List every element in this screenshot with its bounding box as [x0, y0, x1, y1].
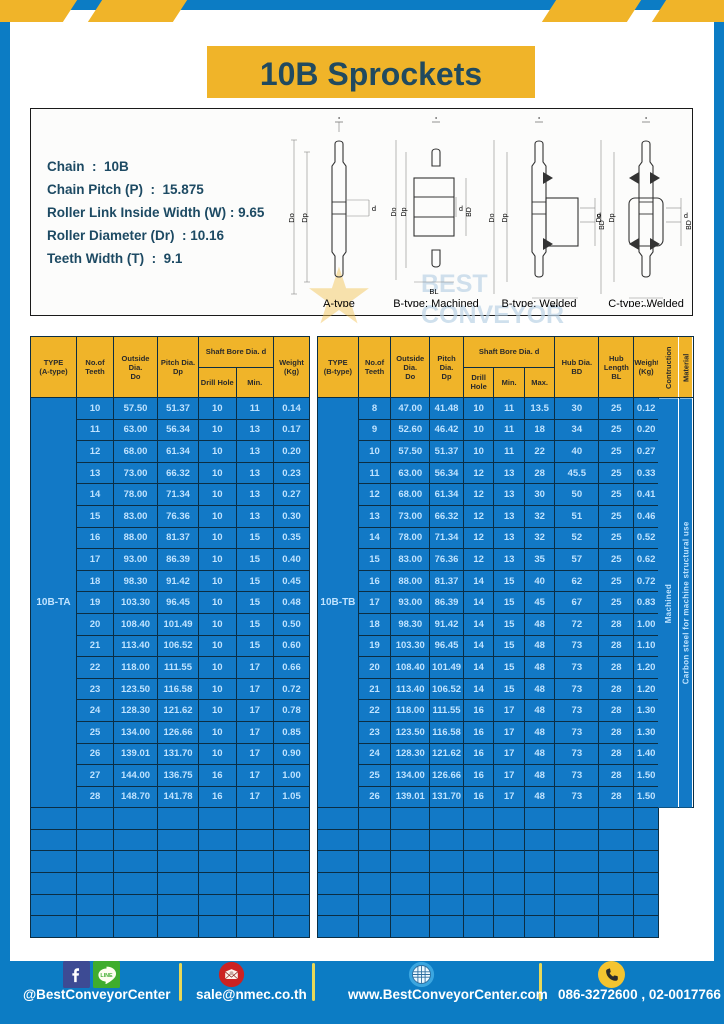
svg-text:Dp: Dp	[401, 207, 408, 216]
svg-text:T: T	[337, 117, 342, 121]
svg-text:Do: Do	[391, 207, 398, 216]
svg-text:d: d	[459, 206, 463, 213]
svg-text:T: T	[537, 117, 542, 121]
svg-text:T: T	[644, 117, 649, 121]
svg-text:Do: Do	[287, 213, 296, 223]
svg-text:BL: BL	[429, 287, 438, 296]
svg-text:BD: BD	[686, 220, 693, 230]
svg-text:T: T	[434, 117, 439, 121]
svg-text:C-type: Welded: C-type: Welded	[608, 298, 684, 307]
svg-text:BD: BD	[466, 207, 473, 217]
svg-text:d: d	[372, 204, 376, 213]
svg-text:Do: Do	[489, 213, 496, 222]
svg-text:Dp: Dp	[300, 213, 309, 223]
svg-text:Dp: Dp	[502, 213, 509, 222]
svg-text:Dp: Dp	[609, 213, 616, 222]
svg-text:B-type: Machined: B-type: Machined	[393, 298, 479, 307]
svg-text:B-type: Welded: B-type: Welded	[501, 298, 576, 307]
svg-text:LINE: LINE	[100, 973, 113, 979]
svg-text:d: d	[684, 213, 688, 220]
svg-text:A-type: A-type	[323, 298, 355, 307]
svg-text:Do: Do	[596, 213, 603, 222]
